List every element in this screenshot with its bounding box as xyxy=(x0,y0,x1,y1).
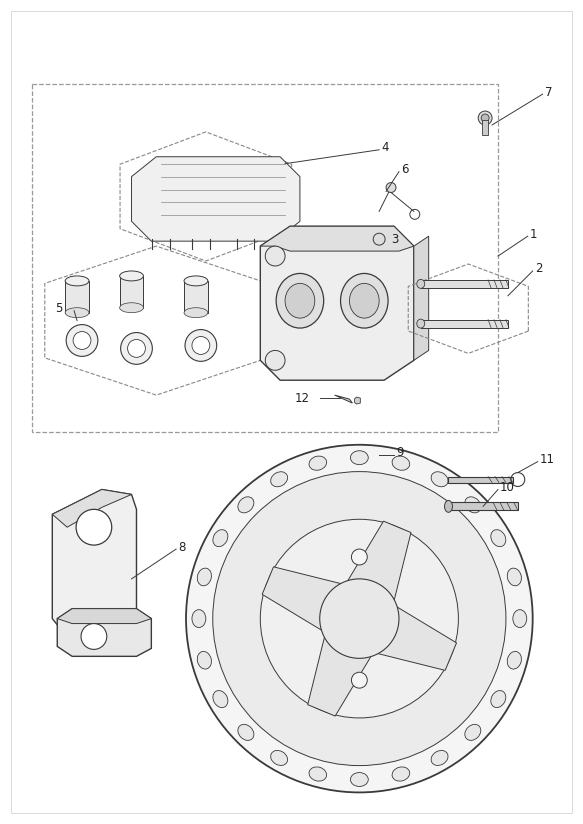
Ellipse shape xyxy=(444,500,452,513)
Ellipse shape xyxy=(417,279,425,288)
Polygon shape xyxy=(132,157,300,241)
Ellipse shape xyxy=(309,767,326,781)
Ellipse shape xyxy=(349,283,379,318)
Ellipse shape xyxy=(120,302,143,312)
Circle shape xyxy=(121,333,152,364)
Ellipse shape xyxy=(491,691,506,708)
Polygon shape xyxy=(332,521,411,630)
Polygon shape xyxy=(414,236,429,360)
Ellipse shape xyxy=(65,307,89,317)
Text: 5: 5 xyxy=(55,302,62,316)
Ellipse shape xyxy=(491,530,506,546)
Ellipse shape xyxy=(507,652,521,669)
Ellipse shape xyxy=(340,274,388,328)
Circle shape xyxy=(213,471,506,765)
Ellipse shape xyxy=(309,456,326,471)
Text: 2: 2 xyxy=(535,263,542,275)
Polygon shape xyxy=(448,476,513,483)
Text: 1: 1 xyxy=(530,227,537,241)
Circle shape xyxy=(81,624,107,649)
Circle shape xyxy=(352,672,367,688)
Ellipse shape xyxy=(238,497,254,513)
Ellipse shape xyxy=(513,610,526,628)
Text: 8: 8 xyxy=(178,541,185,554)
Polygon shape xyxy=(52,489,136,644)
Ellipse shape xyxy=(465,497,481,513)
Ellipse shape xyxy=(213,691,228,708)
Circle shape xyxy=(386,183,396,193)
Ellipse shape xyxy=(197,652,212,669)
Ellipse shape xyxy=(271,751,287,765)
Polygon shape xyxy=(335,396,352,403)
Polygon shape xyxy=(448,503,518,510)
Text: 7: 7 xyxy=(545,86,552,99)
Circle shape xyxy=(192,336,210,354)
Ellipse shape xyxy=(392,767,410,781)
Ellipse shape xyxy=(431,472,448,487)
Ellipse shape xyxy=(197,568,212,586)
Circle shape xyxy=(352,549,367,565)
Ellipse shape xyxy=(238,724,254,741)
Bar xyxy=(33,84,498,432)
Polygon shape xyxy=(421,280,508,288)
Text: 9: 9 xyxy=(396,447,403,459)
Circle shape xyxy=(478,111,492,125)
Ellipse shape xyxy=(192,610,206,628)
Text: 4: 4 xyxy=(381,141,389,154)
Text: 11: 11 xyxy=(540,453,554,466)
Ellipse shape xyxy=(392,456,410,471)
Polygon shape xyxy=(262,567,371,646)
Polygon shape xyxy=(260,227,414,380)
Text: 10: 10 xyxy=(500,481,515,494)
Polygon shape xyxy=(482,120,488,135)
Text: 12: 12 xyxy=(295,391,310,405)
Ellipse shape xyxy=(417,319,425,328)
Text: 3: 3 xyxy=(391,232,398,246)
Ellipse shape xyxy=(285,283,315,318)
Ellipse shape xyxy=(507,568,521,586)
Ellipse shape xyxy=(271,472,287,487)
Circle shape xyxy=(319,579,399,658)
Ellipse shape xyxy=(276,274,324,328)
Polygon shape xyxy=(57,609,152,657)
Ellipse shape xyxy=(65,276,89,286)
Ellipse shape xyxy=(120,271,143,281)
Ellipse shape xyxy=(184,276,208,286)
Ellipse shape xyxy=(350,451,368,465)
Polygon shape xyxy=(260,227,414,251)
Circle shape xyxy=(66,325,98,356)
Circle shape xyxy=(186,445,533,793)
Polygon shape xyxy=(421,320,508,328)
Text: 6: 6 xyxy=(401,163,409,176)
Polygon shape xyxy=(348,591,456,671)
Polygon shape xyxy=(57,609,152,624)
Ellipse shape xyxy=(213,530,228,546)
Circle shape xyxy=(73,331,91,349)
Ellipse shape xyxy=(184,307,208,317)
Circle shape xyxy=(265,246,285,266)
Polygon shape xyxy=(354,397,360,404)
Circle shape xyxy=(185,330,217,362)
Circle shape xyxy=(128,339,145,358)
Circle shape xyxy=(481,114,489,122)
Polygon shape xyxy=(120,276,143,307)
Polygon shape xyxy=(308,607,387,716)
Polygon shape xyxy=(184,281,208,312)
Ellipse shape xyxy=(350,773,368,786)
Circle shape xyxy=(76,509,112,545)
Ellipse shape xyxy=(465,724,481,741)
Polygon shape xyxy=(52,489,132,527)
Ellipse shape xyxy=(431,751,448,765)
Polygon shape xyxy=(65,281,89,312)
Circle shape xyxy=(373,233,385,245)
Circle shape xyxy=(265,350,285,370)
Circle shape xyxy=(260,519,458,718)
